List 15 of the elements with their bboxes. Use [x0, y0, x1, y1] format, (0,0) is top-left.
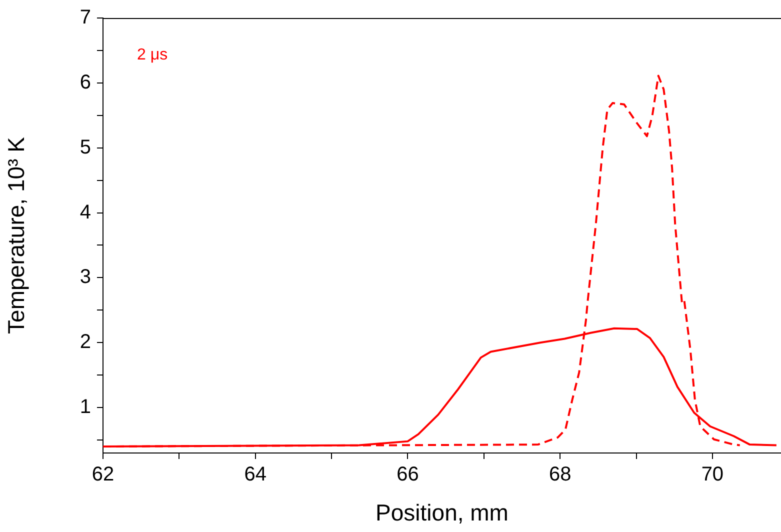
- y-tick-label: 1: [80, 396, 91, 418]
- y-axis-title: Temperature, 10³ K: [3, 136, 30, 334]
- x-tick-label: 68: [548, 464, 572, 486]
- y-tick-label: 7: [80, 6, 91, 29]
- y-tick-label: 5: [80, 136, 91, 158]
- x-axis-title: Position, mm: [376, 500, 508, 526]
- x-tick-label: 66: [396, 464, 419, 486]
- y-tick-label: 4: [80, 201, 91, 224]
- x-tick-label: 62: [92, 464, 114, 486]
- y-tick-label: 3: [80, 266, 91, 288]
- annotation: 2 μs: [137, 46, 168, 64]
- y-tick-label: 2: [80, 331, 91, 354]
- x-tick-label: 70: [701, 464, 724, 486]
- y-tick-label: 6: [80, 71, 91, 94]
- x-tick-label: 64: [244, 464, 266, 486]
